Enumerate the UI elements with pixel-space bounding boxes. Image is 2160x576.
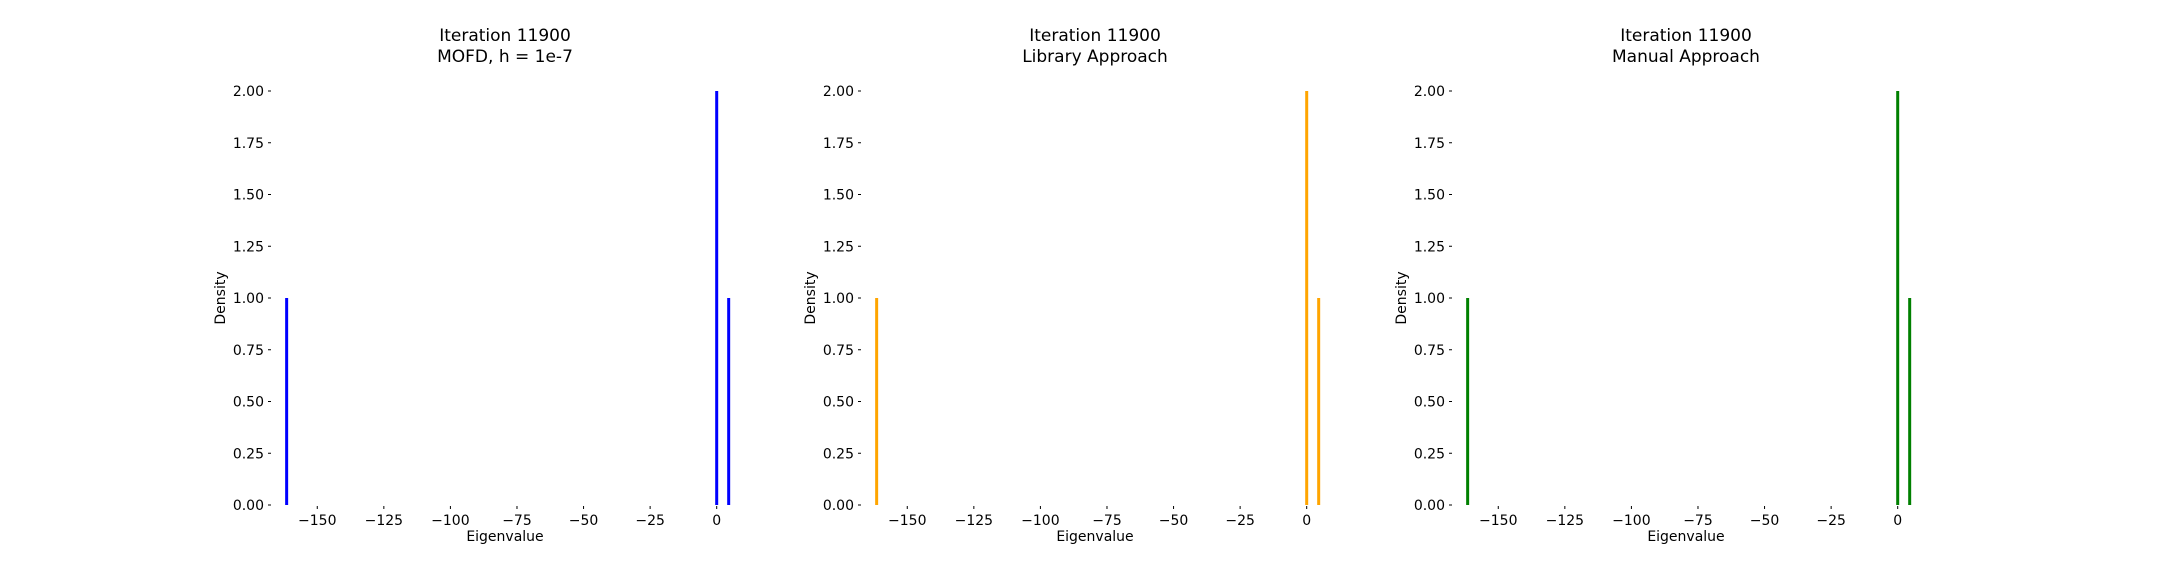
density-bar (285, 298, 289, 505)
x-tick-label: −75 (1092, 513, 1122, 529)
x-tick-label: −150 (298, 513, 336, 529)
y-tick-label: 0.50 (823, 395, 854, 411)
y-tick-label: 1.25 (233, 239, 264, 255)
panel-manual: Iteration 11900 Manual Approach Eigenval… (1394, 26, 1912, 545)
y-tick-label: 1.00 (233, 291, 264, 307)
density-bar (727, 298, 731, 505)
x-tick-label: 0 (1302, 513, 1311, 529)
panel-title-line-1: Iteration 11900 (1029, 26, 1161, 46)
y-tick-label: 1.25 (1414, 239, 1445, 255)
y-tick-label: 2.00 (233, 84, 264, 100)
y-tick-label: 0.75 (233, 343, 264, 359)
density-bar (1317, 298, 1321, 505)
y-tick-label: 0.75 (823, 343, 854, 359)
x-tick-label: −25 (1225, 513, 1255, 529)
x-tick-label: −100 (1021, 513, 1059, 529)
x-tick-label: −100 (431, 513, 469, 529)
x-tick-label: −150 (888, 513, 926, 529)
panel-title-line-2: Library Approach (1022, 47, 1168, 67)
y-tick-label: 1.75 (233, 136, 264, 152)
y-tick-label: 0.50 (1414, 395, 1445, 411)
y-tick-label: 0.00 (1414, 498, 1445, 514)
density-bar (715, 91, 719, 505)
density-bar (1305, 91, 1309, 505)
x-tick-label: −125 (955, 513, 993, 529)
y-tick-label: 0.25 (823, 446, 854, 462)
panel-title-line-1: Iteration 11900 (439, 26, 571, 46)
density-bar (1466, 298, 1470, 505)
y-axis-label: Density (1394, 271, 1410, 324)
y-tick-label: 0.25 (1414, 446, 1445, 462)
panel-mofd: Iteration 11900 MOFD, h = 1e-7 Eigenvalu… (213, 26, 731, 545)
x-tick-label: −125 (1546, 513, 1584, 529)
y-tick-label: 2.00 (823, 84, 854, 100)
panel-title-line-2: MOFD, h = 1e-7 (437, 47, 573, 67)
panel-title-line-1: Iteration 11900 (1620, 26, 1752, 46)
y-tick-label: 0.00 (823, 498, 854, 514)
x-tick-label: 0 (712, 513, 721, 529)
x-tick-label: −50 (1750, 513, 1780, 529)
x-axis-label: Eigenvalue (1056, 529, 1133, 545)
y-tick-label: 0.50 (233, 395, 264, 411)
y-axis-label: Density (803, 271, 819, 324)
y-tick-label: 1.00 (1414, 291, 1445, 307)
panel-library: Iteration 11900 Library Approach Eigenva… (803, 26, 1321, 545)
x-axis-label: Eigenvalue (1647, 529, 1724, 545)
y-tick-label: 1.50 (233, 188, 264, 204)
y-tick-label: 1.50 (823, 188, 854, 204)
x-tick-label: −25 (1816, 513, 1846, 529)
density-bar (1896, 91, 1900, 505)
x-tick-label: −100 (1612, 513, 1650, 529)
x-tick-label: −75 (1683, 513, 1713, 529)
y-tick-label: 0.25 (233, 446, 264, 462)
x-tick-label: −25 (635, 513, 665, 529)
x-tick-label: −125 (365, 513, 403, 529)
x-tick-label: −50 (569, 513, 599, 529)
y-axis-label: Density (213, 271, 229, 324)
y-tick-label: 1.75 (823, 136, 854, 152)
y-tick-label: 1.50 (1414, 188, 1445, 204)
x-axis-label: Eigenvalue (466, 529, 543, 545)
y-tick-label: 0.00 (233, 498, 264, 514)
x-tick-label: −150 (1479, 513, 1517, 529)
x-tick-label: −50 (1159, 513, 1189, 529)
y-tick-label: 1.25 (823, 239, 854, 255)
density-bar (1908, 298, 1912, 505)
x-tick-label: −75 (502, 513, 532, 529)
y-tick-label: 1.75 (1414, 136, 1445, 152)
y-tick-label: 1.00 (823, 291, 854, 307)
panel-title-line-2: Manual Approach (1612, 47, 1760, 67)
density-bar (875, 298, 879, 505)
y-tick-label: 2.00 (1414, 84, 1445, 100)
x-tick-label: 0 (1893, 513, 1902, 529)
y-tick-label: 0.75 (1414, 343, 1445, 359)
